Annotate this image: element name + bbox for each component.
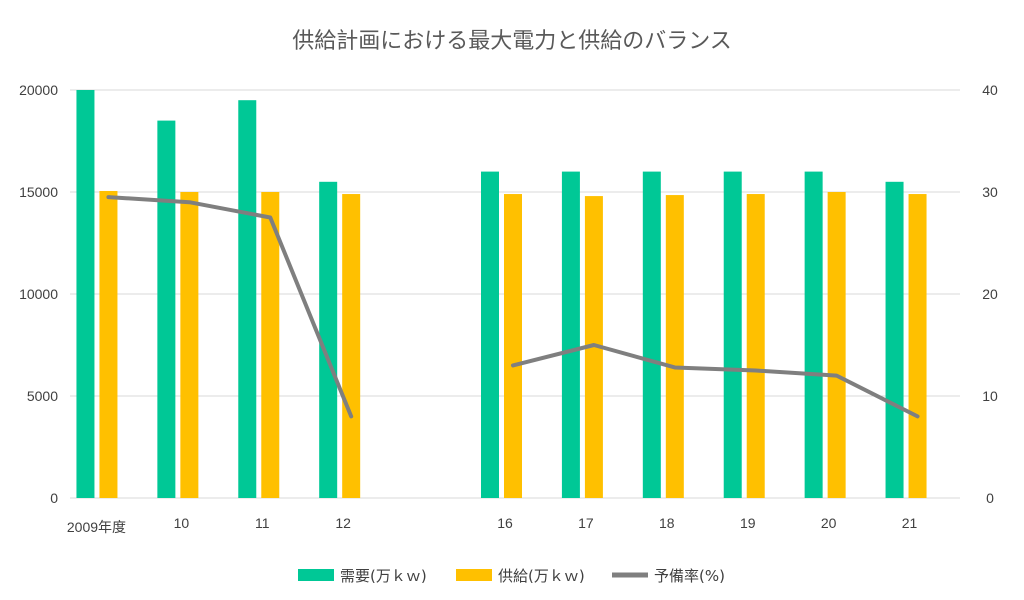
bar-supply [180, 192, 199, 498]
line-series [106, 195, 920, 419]
bars [76, 90, 927, 499]
bar-demand [723, 171, 742, 498]
legend-label: 供給(万ｋｗ) [498, 567, 585, 585]
x-tick-label: 2009年度 [67, 519, 126, 535]
y-axis-right: 0 10 20 30 40 [982, 82, 998, 506]
bar-supply [99, 190, 118, 499]
bar-supply [342, 194, 361, 499]
x-tick-label: 21 [902, 515, 918, 531]
bar-supply [261, 192, 280, 498]
x-tick-label: 10 [174, 515, 190, 531]
legend-label: 需要(万ｋｗ) [340, 567, 427, 585]
legend-label: 予備率(%) [654, 567, 725, 585]
x-axis: 2009年度 10 11 12 16 17 18 19 20 21 [67, 515, 918, 535]
y-left-tick-label: 0 [50, 490, 58, 506]
legend-swatch [456, 569, 492, 581]
x-tick-label: 11 [255, 515, 270, 531]
x-tick-label: 19 [740, 515, 756, 531]
x-tick-label: 18 [659, 515, 675, 531]
bar-demand [642, 171, 661, 498]
bar-demand [319, 181, 338, 499]
chart-title: 供給計画における最大電力と供給のバランス [292, 29, 732, 54]
y-axis-left: 0 5000 10000 15000 20000 [19, 82, 58, 506]
bar-supply [504, 194, 522, 499]
legend-swatch [298, 569, 334, 581]
y-left-tick-label: 20000 [19, 82, 58, 98]
x-tick-label: 16 [497, 515, 513, 531]
bar-demand [238, 100, 257, 498]
reserve-rate-line [106, 195, 354, 419]
x-tick-label: 12 [335, 515, 351, 531]
bar-demand [481, 171, 499, 498]
bar-demand [157, 120, 176, 498]
y-left-tick-label: 15000 [19, 184, 58, 200]
legend: 需要(万ｋｗ) 供給(万ｋｗ) 予備率(%) [298, 567, 725, 585]
bar-demand [561, 171, 580, 498]
y-right-tick-label: 0 [986, 490, 994, 506]
bar-demand [885, 181, 904, 499]
bar-supply [665, 195, 684, 498]
bar-demand [76, 90, 95, 498]
y-right-tick-label: 40 [982, 82, 998, 98]
bar-supply [908, 194, 927, 499]
y-right-tick-label: 20 [982, 286, 998, 302]
x-tick-label: 17 [578, 515, 594, 531]
y-left-tick-label: 10000 [19, 286, 58, 302]
y-left-tick-label: 5000 [27, 388, 58, 404]
reserve-rate-line [511, 343, 920, 419]
x-tick-label: 20 [821, 515, 837, 531]
y-right-tick-label: 10 [982, 388, 998, 404]
bar-supply [827, 192, 846, 498]
y-right-tick-label: 30 [982, 184, 998, 200]
bar-supply [746, 194, 765, 499]
bar-demand [804, 171, 823, 498]
